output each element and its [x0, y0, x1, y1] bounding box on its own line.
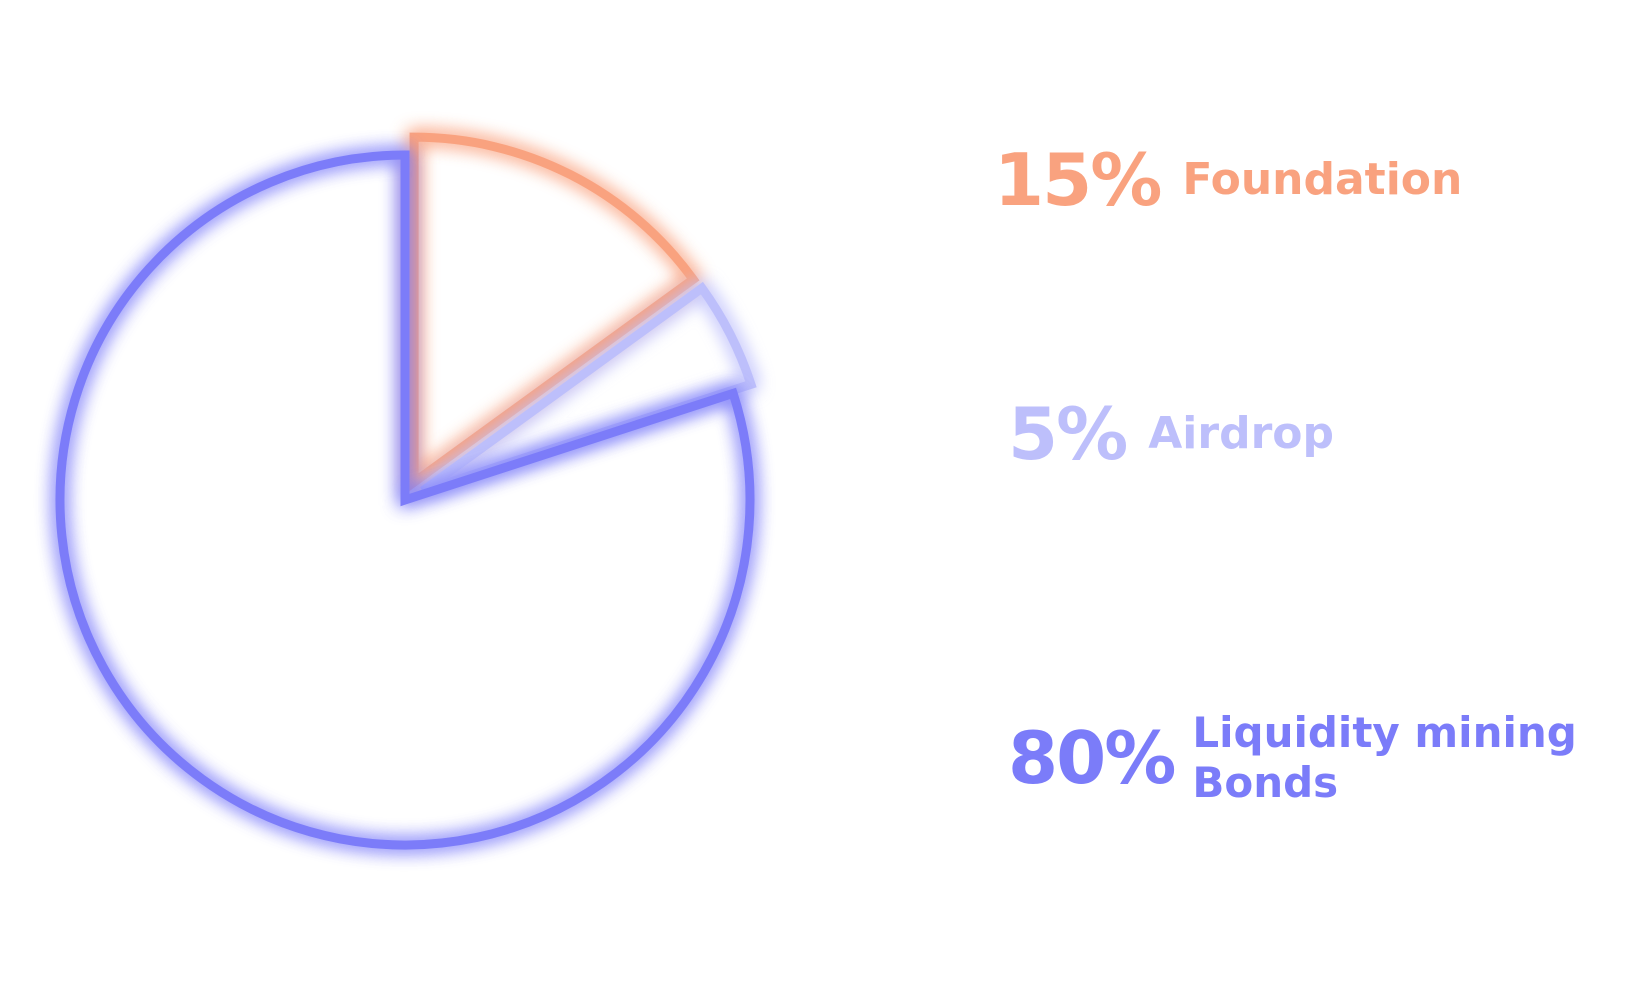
slice-name-label-line-1: Liquidity mining [1192, 708, 1577, 757]
legend-label-airdrop: 5% Airdrop [1008, 398, 1334, 470]
slice-name-label: Airdrop [1148, 407, 1335, 459]
slice-value-label: 15% [994, 138, 1162, 222]
slice-name-stack: Liquidity mining Bonds [1192, 708, 1576, 809]
pie-slice-airdrop [420, 281, 757, 496]
slice-name-label-line-2: Bonds [1192, 758, 1339, 808]
pie-slice-foundation [409, 132, 700, 492]
slice-value-label: 80% [1008, 716, 1176, 801]
pie-slice-liquidity-mining-bonds [55, 150, 755, 850]
legend-label-foundation: 15% Foundation [994, 144, 1462, 216]
slice-name-label: Foundation [1182, 153, 1463, 205]
legend-label-liquidity-mining-bonds: 80% Liquidity mining Bonds [1008, 708, 1577, 809]
slice-value-label: 5% [1008, 392, 1128, 476]
